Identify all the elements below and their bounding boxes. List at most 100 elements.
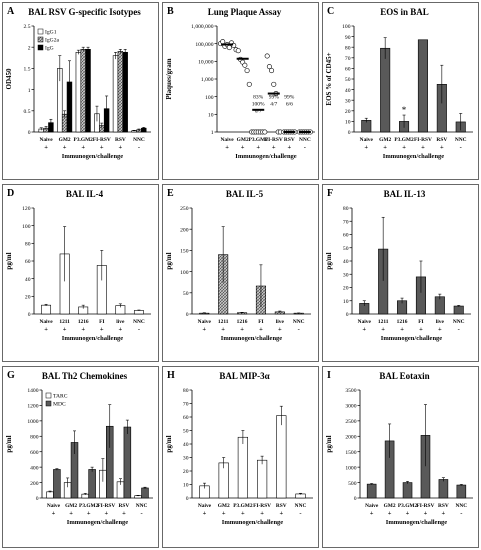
- annotation: 0/7: [255, 109, 262, 115]
- challenge-label: +: [421, 144, 425, 151]
- challenge-label: -: [138, 326, 140, 333]
- panel-title: BAL Th2 Chemokines: [42, 371, 128, 381]
- panel-frame: [162, 184, 319, 362]
- annotation: 6/6: [286, 102, 293, 108]
- challenge-label: +: [44, 144, 48, 151]
- x-tick-label: RSV: [284, 137, 295, 143]
- bar: [46, 491, 54, 499]
- x-tick-label: FI: [99, 319, 104, 325]
- x-tick-label: FI-RSV: [93, 137, 111, 143]
- y-tick-label: 0: [186, 312, 189, 318]
- bar: [417, 39, 428, 133]
- challenge-label: +: [222, 510, 226, 517]
- data-point: [242, 62, 248, 68]
- x-tick-label: FI-RSV: [97, 503, 115, 509]
- panel-frame: [2, 2, 159, 180]
- y-tick-label: 70: [343, 219, 349, 225]
- y-axis-label: Plaques/gram: [165, 58, 173, 99]
- panel-title: BAL Eotaxin: [379, 371, 429, 381]
- x-tick-label: RSV: [436, 137, 447, 143]
- x-tick-label: NNC: [136, 503, 148, 509]
- y-tick-label: 500: [348, 481, 357, 487]
- significance-marker: *: [402, 105, 407, 115]
- panel-title: BAL IL-4: [66, 189, 104, 199]
- y-axis-label: OD450: [5, 68, 13, 90]
- bar: [41, 304, 52, 315]
- x-tick-label: NNC: [299, 137, 311, 143]
- challenge-label: +: [440, 144, 444, 151]
- challenge-label: +: [81, 144, 85, 151]
- legend: TARC MDC: [45, 392, 68, 408]
- challenge-label: +: [364, 144, 368, 151]
- x-tick-label: NNC: [293, 319, 305, 325]
- legend-swatch: [45, 392, 52, 399]
- x-tick-label: P3.GM2: [398, 503, 418, 509]
- y-axis-label: pg/ml: [325, 435, 333, 452]
- x-axis-label: Immunogen/challenge: [221, 335, 283, 342]
- panel-title: Lung Plaque Assay: [208, 7, 282, 17]
- challenge-label: -: [460, 144, 462, 151]
- challenge-label: +: [419, 326, 423, 333]
- challenge-label: +: [278, 326, 282, 333]
- data-point: [246, 81, 252, 87]
- challenge-label: +: [122, 510, 126, 517]
- y-tick-label: 200: [180, 227, 189, 233]
- annotation: 99%: [269, 95, 280, 101]
- panel-letter: I: [327, 370, 331, 381]
- panel-letter: F: [327, 188, 333, 199]
- challenge-label: +: [241, 510, 245, 517]
- legend-swatch: [45, 400, 52, 407]
- panel-frame: [162, 366, 319, 548]
- data-point: [235, 48, 241, 54]
- challenge-label: +: [100, 144, 104, 151]
- x-tick-label: 1216: [237, 319, 248, 325]
- legend-label: TARC: [53, 394, 68, 400]
- x-tick-label: GM2: [379, 137, 391, 143]
- y-tick-label: 100: [342, 24, 351, 30]
- y-tick-label: 80: [25, 242, 31, 248]
- panel-letter: H: [167, 370, 175, 381]
- y-tick-label: 150: [180, 249, 189, 255]
- y-tick-label: 200: [30, 481, 39, 487]
- y-tick-label: 50: [183, 291, 189, 297]
- y-tick-label: 0: [28, 312, 31, 318]
- legend-label: IgG1: [45, 30, 57, 36]
- x-tick-label: NNC: [455, 137, 467, 143]
- y-axis-label: pg/ml: [325, 252, 333, 269]
- data-point: [269, 68, 275, 74]
- challenge-label: +: [256, 144, 260, 151]
- y-tick-label: 70: [183, 402, 189, 408]
- challenge-label: +: [370, 510, 374, 517]
- bar: [122, 51, 128, 133]
- x-tick-label: GM2: [384, 503, 396, 509]
- x-tick-label: live: [436, 319, 445, 325]
- y-tick-label: 40: [345, 88, 351, 94]
- y-tick-label: 3000: [345, 404, 356, 410]
- challenge-label: +: [406, 510, 410, 517]
- challenge-label: +: [63, 144, 67, 151]
- x-tick-label: RSV: [438, 503, 449, 509]
- x-tick-label: P3.GM2: [79, 503, 99, 509]
- x-tick-label: FI-RSV: [414, 137, 432, 143]
- x-tick-label: 1216: [397, 319, 408, 325]
- challenge-label: +: [438, 326, 442, 333]
- bar: [112, 55, 119, 133]
- y-tick-label: 1200: [27, 404, 38, 410]
- challenge-label: +: [381, 326, 385, 333]
- bar: [438, 479, 449, 499]
- challenge-label: +: [383, 144, 387, 151]
- bar: [85, 49, 91, 133]
- challenge-label: +: [118, 326, 122, 333]
- y-tick-label: 1400: [27, 388, 38, 394]
- y-tick-label: 60: [183, 415, 189, 421]
- y-tick-label: 60: [345, 67, 351, 73]
- x-tick-label: P3.GM2: [249, 137, 269, 143]
- panel-letter: A: [7, 6, 15, 17]
- y-tick-label: 10: [343, 299, 349, 305]
- annotation: 100%: [252, 102, 265, 108]
- panel-b: B Lung Plaque Assay 1 10 100 1,000 10,000 100,0…: [162, 2, 319, 180]
- challenge-label: +: [279, 510, 283, 517]
- y-tick-label: 1: [211, 130, 214, 136]
- challenge-label: -: [458, 326, 460, 333]
